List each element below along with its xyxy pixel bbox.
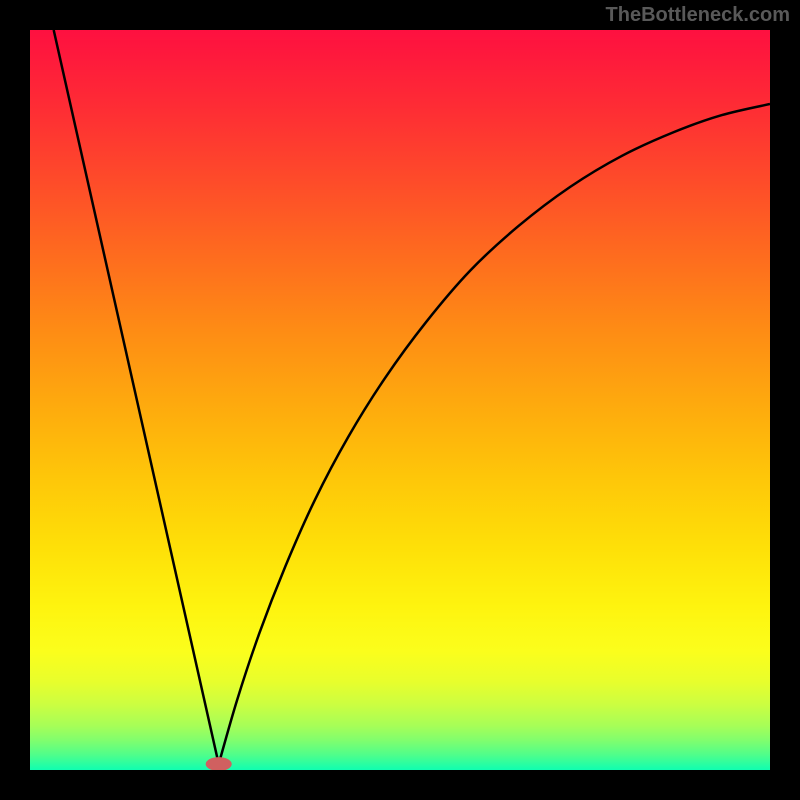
chart-container: TheBottleneck.com bbox=[0, 0, 800, 800]
watermark-text: TheBottleneck.com bbox=[606, 4, 790, 27]
gradient-background bbox=[30, 30, 770, 770]
chart-svg bbox=[30, 30, 770, 770]
plot-area bbox=[30, 30, 770, 770]
